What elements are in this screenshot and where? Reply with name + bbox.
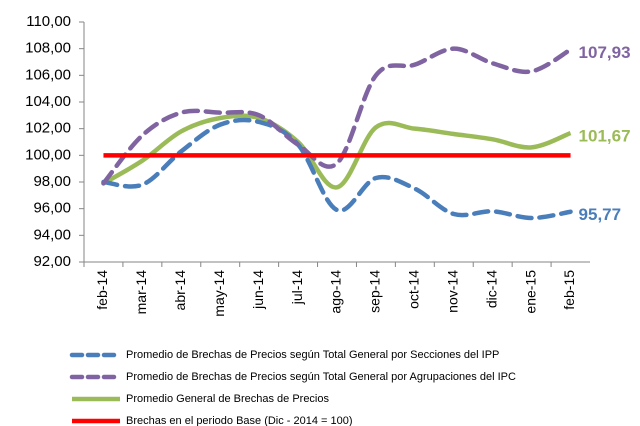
y-tick-label: 92,00 [33,253,71,270]
data-label: 107,93 [579,43,631,62]
x-tick-label: dic-14 [483,270,499,308]
legend-label: Promedio General de Brechas de Precios [126,393,329,405]
legend-label: Brechas en el periodo Base (Dic - 2014 =… [126,415,353,426]
data-label: 95,77 [579,205,622,224]
series-line [101,117,573,221]
x-tick-label: abr-14 [172,270,188,311]
series-line [101,46,573,186]
x-tick-label: mar-14 [133,270,149,315]
x-tick-label: nov-14 [444,270,460,313]
y-tick-label: 104,00 [25,93,71,110]
x-tick-label: jul-14 [289,270,305,305]
y-tick-label: 96,00 [33,200,71,217]
y-tick-label: 102,00 [25,120,71,137]
x-tick-label: jun-14 [250,270,266,310]
y-tick-label: 94,00 [33,226,71,243]
y-tick-label: 106,00 [25,66,71,83]
data-label: 101,67 [579,127,631,146]
x-tick-label: feb-14 [94,270,110,310]
y-tick-label: 108,00 [25,40,71,57]
series-line [102,113,572,190]
x-tick-label: may-14 [211,270,227,317]
y-tick-label: 100,00 [25,146,71,163]
legend-label: Promedio de Brechas de Precios según Tot… [126,349,499,361]
x-tick-label: ago-14 [328,270,344,314]
x-tick-label: feb-15 [561,270,577,310]
x-tick-label: sep-14 [367,270,383,313]
y-tick-label: 98,00 [33,173,71,190]
x-tick-label: ene-15 [522,270,538,314]
y-tick-label: 110,00 [26,13,71,30]
legend-label: Promedio de Brechas de Precios según Tot… [126,371,516,383]
x-tick-label: oct-14 [406,270,422,309]
